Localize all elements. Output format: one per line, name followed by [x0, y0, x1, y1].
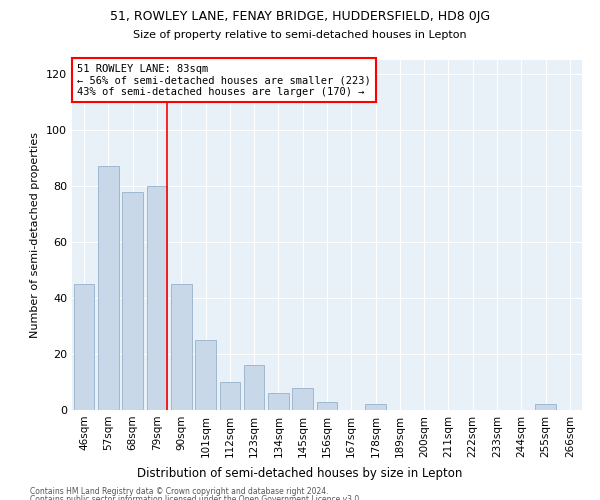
Bar	[244, 365, 265, 410]
Bar	[98, 166, 119, 410]
Y-axis label: Number of semi-detached properties: Number of semi-detached properties	[31, 132, 40, 338]
Bar	[122, 192, 143, 410]
Bar	[365, 404, 386, 410]
Bar	[195, 340, 216, 410]
Text: Contains public sector information licensed under the Open Government Licence v3: Contains public sector information licen…	[30, 495, 362, 500]
Text: 51 ROWLEY LANE: 83sqm
← 56% of semi-detached houses are smaller (223)
43% of sem: 51 ROWLEY LANE: 83sqm ← 56% of semi-deta…	[77, 64, 371, 96]
Text: Distribution of semi-detached houses by size in Lepton: Distribution of semi-detached houses by …	[137, 467, 463, 480]
Bar	[535, 404, 556, 410]
Bar	[292, 388, 313, 410]
Bar	[171, 284, 191, 410]
Bar	[268, 393, 289, 410]
Bar	[74, 284, 94, 410]
Text: Contains HM Land Registry data © Crown copyright and database right 2024.: Contains HM Land Registry data © Crown c…	[30, 488, 329, 496]
Text: 51, ROWLEY LANE, FENAY BRIDGE, HUDDERSFIELD, HD8 0JG: 51, ROWLEY LANE, FENAY BRIDGE, HUDDERSFI…	[110, 10, 490, 23]
Bar	[220, 382, 240, 410]
Bar	[317, 402, 337, 410]
Text: Size of property relative to semi-detached houses in Lepton: Size of property relative to semi-detach…	[133, 30, 467, 40]
Bar	[146, 186, 167, 410]
